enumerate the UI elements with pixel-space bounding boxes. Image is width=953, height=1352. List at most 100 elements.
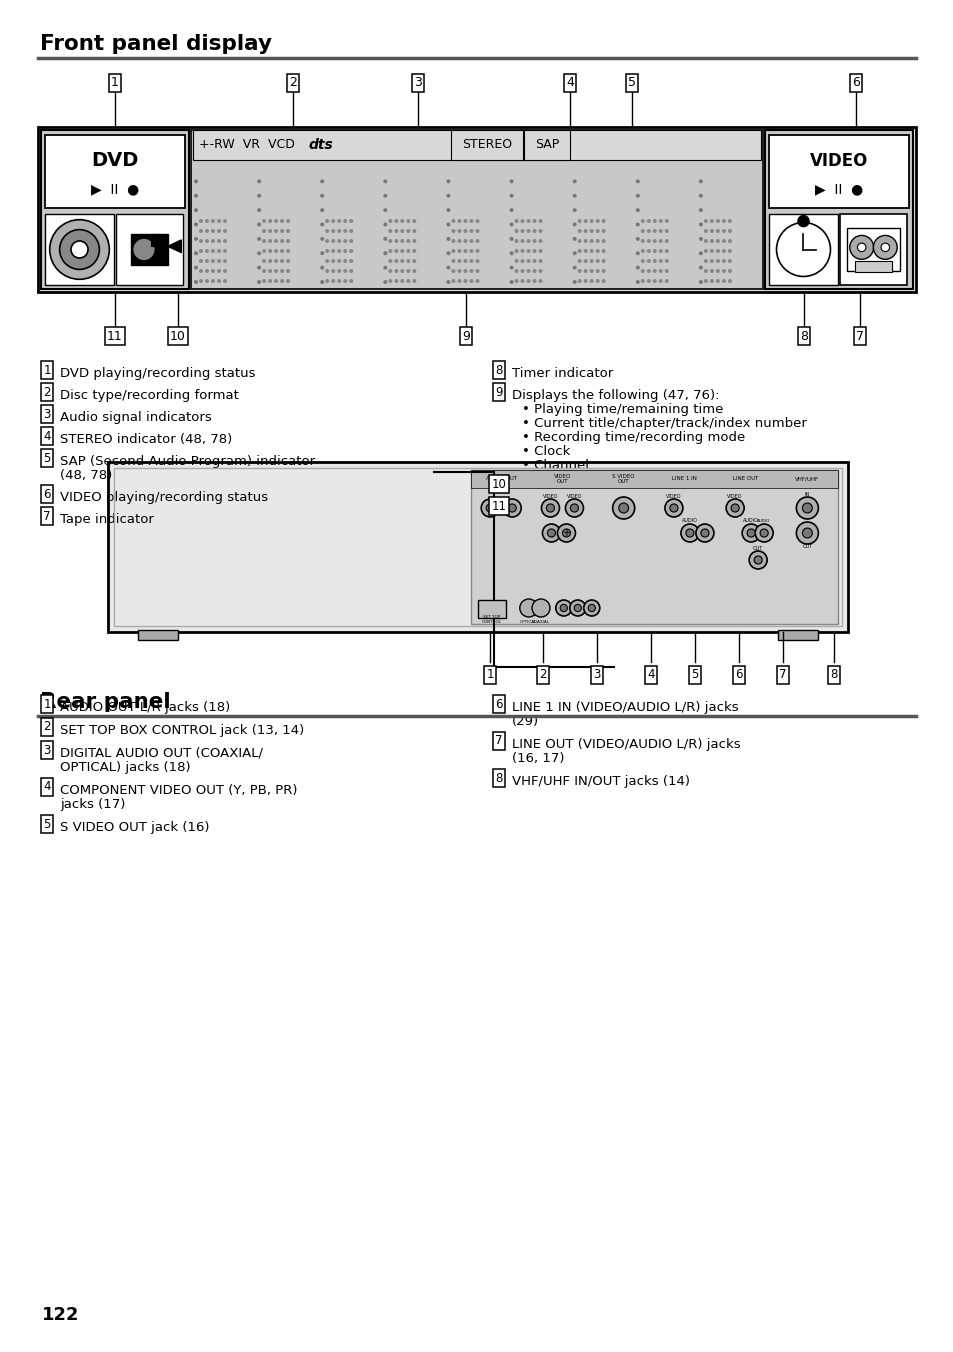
Text: • Clock: • Clock (521, 445, 570, 458)
Circle shape (287, 239, 289, 242)
Circle shape (452, 260, 455, 262)
Text: VIDEO: VIDEO (665, 493, 681, 499)
Circle shape (287, 269, 289, 272)
Circle shape (476, 220, 478, 222)
Circle shape (546, 504, 554, 512)
Text: VIDEO
OUT: VIDEO OUT (554, 473, 571, 484)
Circle shape (274, 269, 277, 272)
Text: 9: 9 (495, 385, 502, 399)
Text: 1: 1 (111, 77, 119, 89)
Circle shape (212, 280, 214, 283)
Circle shape (699, 266, 701, 269)
Bar (191, 130, 762, 289)
Circle shape (704, 280, 706, 283)
Text: LINE OUT: LINE OUT (733, 476, 758, 481)
Circle shape (665, 269, 667, 272)
Bar (38, 127, 915, 292)
Text: SET TOP
CONTROL: SET TOP CONTROL (481, 615, 501, 625)
Circle shape (287, 230, 289, 233)
Circle shape (447, 251, 449, 254)
Circle shape (262, 269, 265, 272)
Circle shape (464, 280, 466, 283)
Circle shape (601, 220, 604, 222)
Text: dts: dts (309, 138, 334, 151)
Circle shape (636, 281, 639, 284)
Circle shape (407, 250, 409, 253)
Circle shape (721, 260, 724, 262)
Circle shape (659, 230, 661, 233)
Circle shape (199, 239, 202, 242)
Circle shape (194, 238, 197, 241)
Circle shape (395, 269, 397, 272)
Circle shape (337, 239, 340, 242)
Circle shape (287, 220, 289, 222)
Circle shape (502, 499, 520, 516)
Circle shape (533, 269, 536, 272)
Circle shape (384, 266, 386, 269)
Circle shape (452, 239, 455, 242)
Circle shape (223, 269, 226, 272)
Circle shape (640, 269, 643, 272)
Circle shape (413, 230, 416, 233)
Circle shape (223, 250, 226, 253)
Text: LINE 1 IN: LINE 1 IN (672, 476, 697, 481)
Circle shape (659, 250, 661, 253)
Circle shape (413, 250, 416, 253)
Circle shape (753, 556, 761, 564)
Circle shape (647, 250, 649, 253)
Circle shape (565, 499, 583, 516)
Circle shape (337, 220, 340, 222)
Circle shape (400, 250, 403, 253)
Circle shape (269, 269, 271, 272)
Circle shape (452, 269, 455, 272)
Text: LINE OUT (VIDEO/AUDIO L/R) jacks: LINE OUT (VIDEO/AUDIO L/R) jacks (512, 738, 740, 750)
Circle shape (659, 269, 661, 272)
Circle shape (797, 215, 808, 227)
Circle shape (384, 281, 386, 284)
Circle shape (760, 529, 767, 537)
Circle shape (618, 503, 628, 512)
Circle shape (533, 230, 536, 233)
Circle shape (665, 280, 667, 283)
Text: S VIDEO OUT jack (16): S VIDEO OUT jack (16) (60, 821, 210, 834)
Circle shape (262, 220, 265, 222)
Circle shape (274, 250, 277, 253)
Bar (45, 214, 113, 285)
Circle shape (212, 230, 214, 233)
Circle shape (447, 208, 449, 211)
Circle shape (257, 195, 260, 197)
Circle shape (721, 280, 724, 283)
Circle shape (350, 230, 353, 233)
Circle shape (573, 180, 576, 183)
Circle shape (538, 250, 541, 253)
Circle shape (464, 239, 466, 242)
Circle shape (596, 239, 598, 242)
Text: 4: 4 (565, 77, 574, 89)
Circle shape (590, 239, 593, 242)
Circle shape (337, 230, 340, 233)
Text: 4: 4 (43, 430, 51, 442)
Circle shape (741, 525, 760, 542)
Circle shape (337, 280, 340, 283)
Circle shape (590, 220, 593, 222)
Circle shape (447, 195, 449, 197)
Circle shape (748, 552, 766, 569)
Circle shape (476, 230, 478, 233)
Circle shape (515, 239, 517, 242)
Circle shape (257, 180, 260, 183)
Circle shape (269, 250, 271, 253)
Circle shape (452, 220, 455, 222)
Bar (116, 214, 183, 285)
Circle shape (332, 250, 335, 253)
Bar (524, 130, 570, 160)
Circle shape (389, 230, 392, 233)
Text: AUDIO OUT: AUDIO OUT (485, 476, 517, 481)
Circle shape (384, 195, 386, 197)
Bar (193, 130, 760, 160)
Bar (113, 468, 841, 626)
Circle shape (194, 281, 197, 284)
Circle shape (640, 280, 643, 283)
Bar (470, 470, 837, 488)
Circle shape (573, 195, 576, 197)
Text: 2: 2 (43, 721, 51, 734)
